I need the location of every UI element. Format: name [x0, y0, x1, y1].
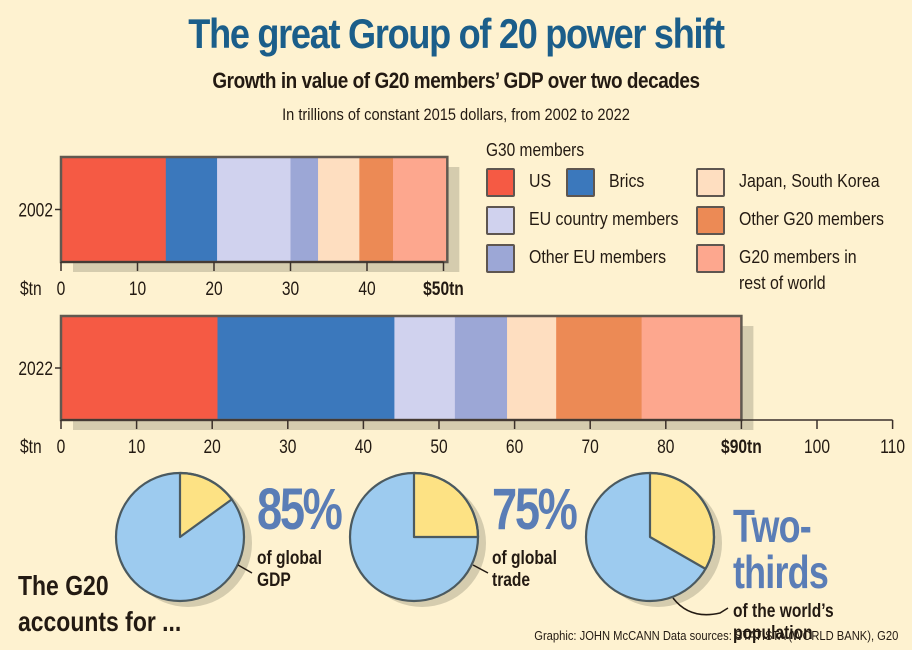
x-tick-label-2002: 20 [205, 278, 222, 300]
x-tick-label-2022: 10 [128, 436, 145, 458]
legend-item-rest: G20 members in rest of world [696, 244, 876, 293]
chart-subtitle: Growth in value of G20 members’ GDP over… [212, 68, 700, 93]
pies-intro-line-2: accounts for ... [18, 606, 182, 637]
pie-outline-population [584, 471, 716, 603]
bar-segment-2022-other_g20 [556, 316, 643, 420]
stacked-bar-charts: 0 10 20 30 40 $50tn $tn 2002 0 10 20 30 40 50 60 70 80 $… [18, 155, 905, 458]
legend-label-other_eu: Other EU members [529, 246, 667, 267]
pies-intro: The G20 accounts for ... [18, 568, 181, 640]
pie-gdp-callout: 85% of global GDP [257, 480, 364, 592]
x-axis-unit-2002: $tn [20, 278, 42, 300]
legend-swatch-other_eu [486, 244, 515, 273]
x-tick-label-2022: 110 [880, 436, 905, 458]
legend-item-other_g20: Other G20 members [696, 206, 908, 240]
legend-title: G30 members [486, 140, 585, 160]
pie-outline-trade [348, 471, 480, 603]
pie-trade-value: 75% [492, 477, 578, 542]
x-tick-label-2002: $50tn [423, 278, 464, 300]
legend-item-us: US [486, 168, 555, 202]
legend-label-other_g20: Other G20 members [739, 208, 885, 229]
pie-gdp-leader-line [237, 564, 253, 574]
legend-swatch-other_g20 [696, 206, 725, 235]
x-tick-label-2022: 100 [804, 436, 830, 458]
bar-segment-2002-japan_korea [318, 157, 360, 262]
bar-segment-2022-brics [217, 316, 395, 420]
pie-charts [114, 471, 729, 616]
legend-swatch-brics [566, 168, 595, 197]
y-label-2022: 2022 [18, 358, 53, 380]
bar-2022: 0 10 20 30 40 50 60 70 80 $90tn 100 110 $tn 2022 [18, 314, 905, 458]
x-tick-label-2022: 20 [204, 436, 221, 458]
legend-label-us: US [529, 170, 552, 191]
bar-segment-2022-japan_korea [507, 316, 557, 420]
legend-swatch-eu [486, 206, 515, 235]
pie-population-value: Two-thirds [733, 500, 829, 598]
bar-segment-2022-rest [641, 316, 742, 420]
y-label-2002: 2002 [18, 199, 53, 221]
x-tick-label-2022: 0 [57, 436, 66, 458]
chart-note: In trillions of constant 2015 dollars, f… [282, 105, 630, 124]
x-tick-label-2002: 10 [129, 278, 146, 300]
bar-segment-2002-rest [393, 157, 448, 262]
pie-trade-label-2: trade [492, 570, 531, 591]
bar-segment-2002-other_eu [290, 157, 319, 262]
pie-gdp-value: 85% [257, 477, 343, 542]
x-tick-label-2022: 50 [430, 436, 447, 458]
legend-item-other_eu: Other EU members [486, 244, 688, 278]
pie-population-leader-line [672, 597, 729, 616]
x-tick-label-2022: $90tn [721, 436, 762, 458]
legend-label-eu: EU country members [529, 208, 679, 229]
credit-line: Graphic: JOHN McCANN Data sources: STATI… [533, 628, 898, 643]
pie-gdp-label-1: of global [257, 548, 322, 569]
legend-swatch-japan_korea [696, 168, 725, 197]
legend-swatch-rest [696, 244, 725, 273]
bar-segment-2022-us [61, 316, 218, 420]
legend-item-japan_korea: Japan, South Korea [696, 168, 903, 202]
chart-title: The great Group of 20 power shift [188, 10, 725, 57]
pie-trade-label-1: of global [492, 548, 557, 569]
pies-intro-line-1: The G20 [18, 570, 109, 601]
bar-2002: 0 10 20 30 40 $50tn $tn 2002 [18, 155, 464, 300]
pie-gdp-label-2: GDP [257, 570, 291, 591]
x-axis-unit-2022: $tn [20, 436, 42, 458]
pie-population-label-2: population [733, 623, 813, 644]
bar-segment-2022-eu [394, 316, 456, 420]
bar-segment-2002-brics [165, 157, 218, 262]
x-tick-label-2002: 40 [358, 278, 375, 300]
legend-label-japan_korea: Japan, South Korea [739, 170, 880, 191]
bar-segment-2002-us [61, 157, 167, 262]
pie-trade-callout: 75% of global trade [492, 480, 599, 592]
pie-outline-gdp [114, 471, 246, 603]
legend-item-eu: EU country members [486, 206, 703, 240]
bar-segment-2022-other_eu [454, 316, 508, 420]
pie-population-label-1: of the world’s [733, 601, 834, 622]
x-tick-label-2022: 80 [657, 436, 674, 458]
x-tick-label-2022: 40 [355, 436, 372, 458]
legend-label-brics: Brics [609, 170, 645, 191]
x-tick-label-2022: 70 [582, 436, 599, 458]
pie-trade-leader-line [472, 564, 489, 574]
bar-segment-2002-other_g20 [359, 157, 394, 262]
bar-segment-2002-eu [217, 157, 291, 262]
x-tick-label-2022: 60 [506, 436, 523, 458]
x-tick-label-2022: 30 [279, 436, 296, 458]
legend-label-rest: G20 members in rest of world [739, 246, 857, 293]
legend-swatch-us [486, 168, 515, 197]
x-tick-label-2002: 0 [57, 278, 66, 300]
pie-population-callout: Two-thirds of the world’s population [733, 503, 912, 645]
legend-item-brics: Brics [566, 168, 650, 202]
x-tick-label-2002: 30 [282, 278, 299, 300]
